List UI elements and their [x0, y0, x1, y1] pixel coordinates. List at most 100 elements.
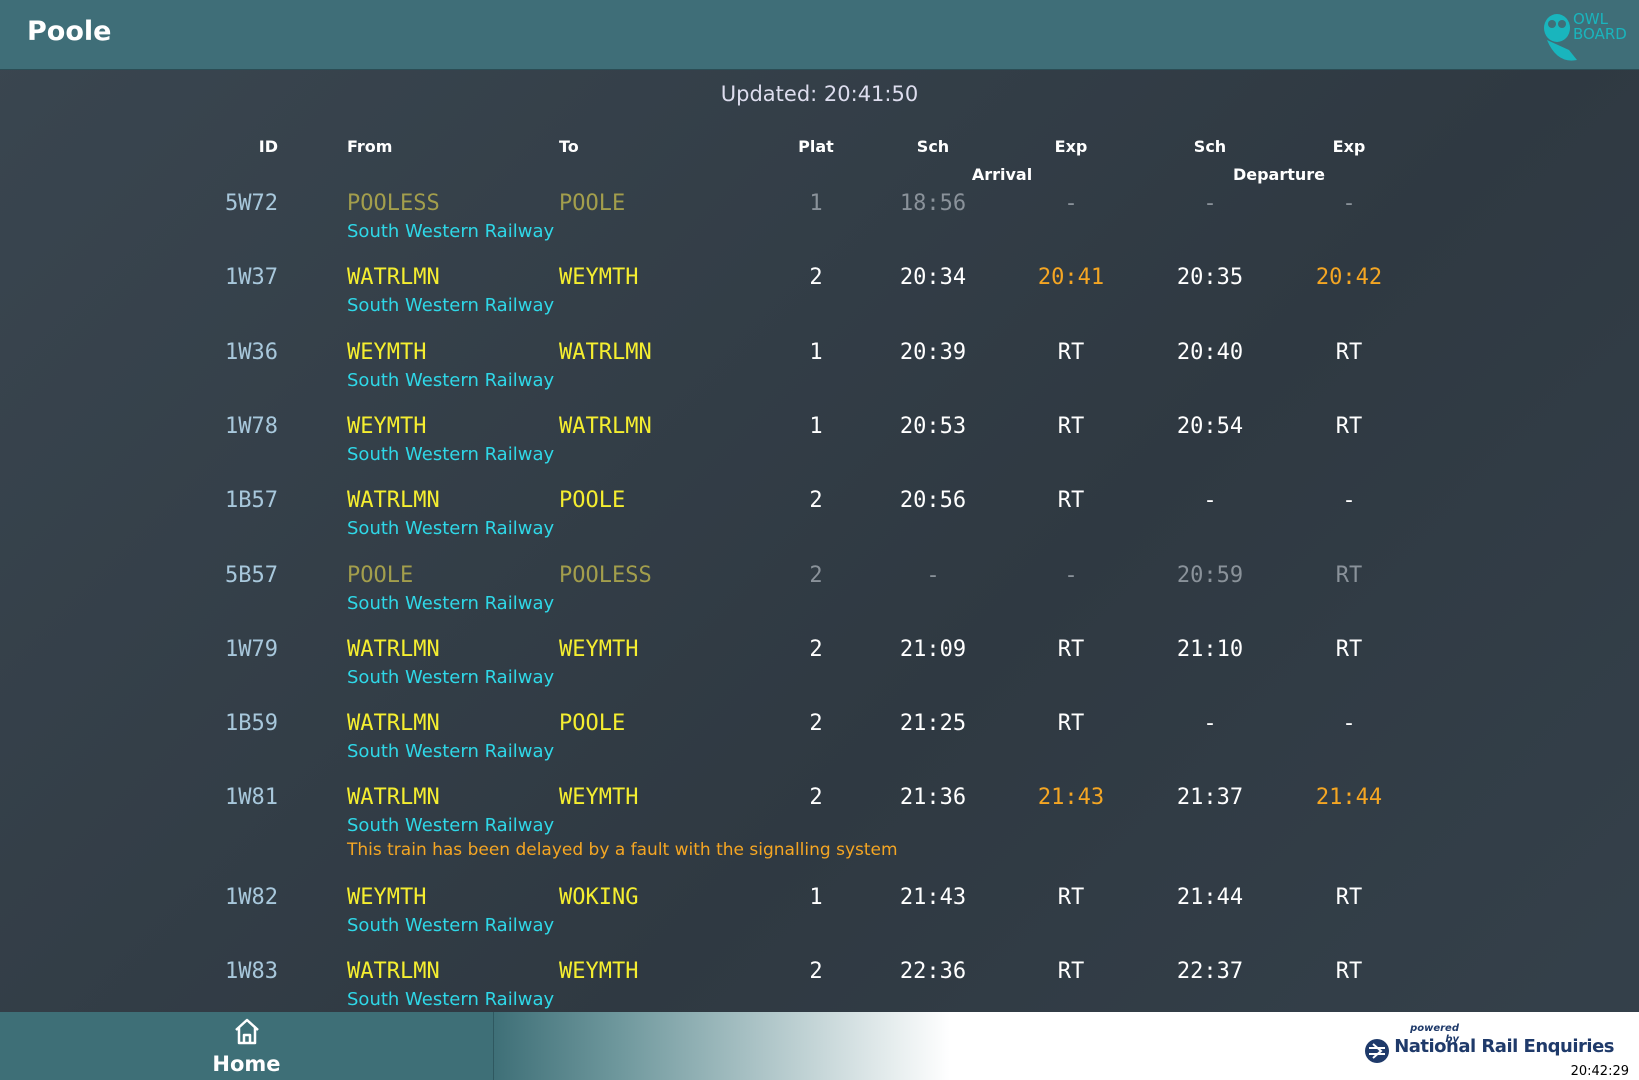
nre-logo[interactable]: powered by National Rail Enquiries [1365, 1023, 1614, 1063]
cell-arr-exp: RT [1057, 959, 1085, 984]
logo-text: OWL [1573, 10, 1608, 28]
operator: South Western Railway [347, 989, 555, 1010]
cell-from: WEYMTH [347, 884, 427, 910]
cell-to: WEYMTH [559, 636, 639, 662]
cell-arr-sch: 21:36 [899, 785, 967, 811]
cell-from: POOLE [347, 562, 414, 588]
column-header: From [347, 137, 393, 156]
cell-to: WOKING [559, 884, 639, 910]
cell-id: 5B57 [225, 562, 278, 588]
group-header: Arrival [971, 165, 1033, 184]
cell-from: WATRLMN [347, 785, 440, 811]
nre-icon [1365, 1039, 1390, 1063]
cell-arr-sch: 21:25 [899, 711, 967, 737]
cell-from: WEYMTH [347, 413, 427, 439]
column-header: Exp [1332, 137, 1366, 156]
cell-to: WEYMTH [559, 785, 639, 811]
cell-plat: 2 [809, 265, 823, 291]
cell-to: WEYMTH [559, 959, 639, 984]
cell-arr-sch: 21:43 [899, 884, 967, 910]
cell-plat: 1 [809, 191, 823, 216]
cell-to: WATRLMN [559, 413, 652, 439]
cell-dep-exp: - [1342, 711, 1356, 737]
cell-arr-exp: RT [1057, 636, 1085, 662]
cell-arr-exp: RT [1057, 488, 1085, 514]
cell-arr-sch: 21:09 [899, 636, 967, 662]
cell-dep-sch: 22:37 [1176, 959, 1244, 984]
cell-arr-exp: RT [1057, 884, 1085, 910]
operator: South Western Railway [347, 741, 555, 763]
cell-arr-sch: - [926, 562, 940, 588]
cell-arr-sch: 20:56 [899, 488, 967, 514]
cell-to: POOLE [559, 488, 626, 514]
operator: South Western Railway [347, 369, 555, 391]
cell-plat: 2 [809, 785, 823, 811]
cell-plat: 2 [809, 636, 823, 662]
home-label: Home [212, 1052, 281, 1076]
cell-arr-exp: RT [1057, 413, 1085, 439]
column-header: To [559, 137, 579, 156]
cell-to: WEYMTH [559, 265, 639, 291]
cell-plat: 1 [809, 339, 823, 365]
cell-plat: 2 [809, 959, 823, 984]
column-header: Plat [798, 137, 834, 156]
cell-dep-sch: 20:54 [1176, 413, 1244, 439]
cell-dep-exp: RT [1335, 884, 1363, 910]
cell-plat: 2 [809, 488, 823, 514]
cell-id: 1B57 [225, 488, 278, 514]
cell-arr-sch: 20:39 [899, 339, 967, 365]
cell-dep-exp: RT [1335, 636, 1363, 662]
cell-arr-sch: 18:56 [899, 191, 967, 216]
cell-from: WATRLMN [347, 265, 440, 291]
operator: South Western Railway [347, 815, 555, 837]
cell-dep-exp: 21:44 [1315, 785, 1383, 811]
cell-id: 1W78 [225, 413, 278, 439]
cell-dep-sch: 21:37 [1176, 785, 1244, 811]
operator: South Western Railway [347, 518, 555, 540]
operator: South Western Railway [347, 914, 555, 936]
cell-from: WATRLMN [347, 959, 440, 984]
cell-id: 1W79 [225, 636, 278, 662]
cell-dep-exp: RT [1335, 562, 1363, 588]
cell-arr-exp: 20:41 [1037, 265, 1105, 291]
cell-id: 1W82 [225, 884, 278, 910]
header: Poole OWL BOARD [0, 0, 1639, 70]
cell-arr-exp: - [1064, 562, 1078, 588]
cell-id: 1B59 [225, 711, 278, 737]
cell-dep-sch: 20:59 [1176, 562, 1244, 588]
cell-id: 1W83 [225, 959, 278, 984]
cell-to: WATRLMN [559, 339, 652, 365]
column-header: ID [258, 137, 278, 156]
cell-dep-exp: RT [1335, 413, 1363, 439]
powered-by: powered by [1410, 1023, 1459, 1045]
cell-arr-sch: 20:53 [899, 413, 967, 439]
cell-dep-exp: 20:42 [1315, 265, 1383, 291]
provider: National Rail Enquiries [1394, 1036, 1614, 1057]
operator: South Western Railway [347, 443, 555, 465]
cell-plat: 1 [809, 413, 823, 439]
cell-from: POOLESS [347, 191, 440, 216]
cell-to: POOLE [559, 711, 626, 737]
cell-id: 1W36 [225, 339, 278, 365]
cell-arr-sch: 22:36 [899, 959, 967, 984]
logo[interactable]: OWL BOARD [1539, 6, 1629, 64]
home-button[interactable]: Home [0, 1012, 494, 1080]
cell-id: 1W37 [225, 265, 278, 291]
cell-dep-sch: 21:44 [1176, 884, 1244, 910]
cell-id: 5W72 [225, 191, 278, 216]
station-title: Poole [27, 16, 112, 47]
cell-from: WATRLMN [347, 636, 440, 662]
cell-to: POOLE [559, 191, 626, 216]
column-header: Sch [916, 137, 950, 156]
clock: 20:42:29 [1570, 1064, 1629, 1079]
logo-text: BOARD [1573, 25, 1627, 43]
updated-time: Updated: 20:41:50 [720, 82, 919, 106]
cell-dep-sch: 20:40 [1176, 339, 1244, 365]
cell-dep-exp: - [1342, 191, 1356, 216]
footer: Home powered by National Rail Enquiries … [0, 1012, 1639, 1080]
operator: South Western Railway [347, 666, 555, 688]
cell-arr-exp: RT [1057, 711, 1085, 737]
cell-from: WEYMTH [347, 339, 427, 365]
cell-plat: 1 [809, 884, 823, 910]
